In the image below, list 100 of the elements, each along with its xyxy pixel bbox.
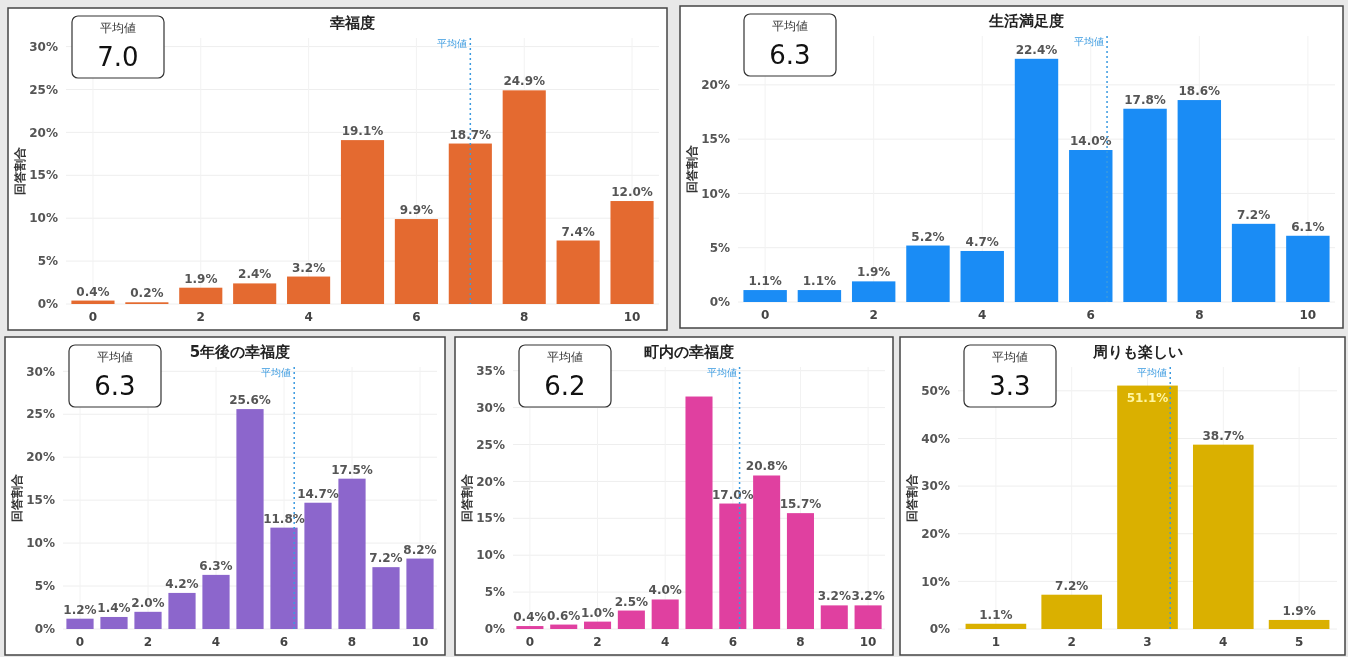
bar — [550, 624, 578, 629]
bar — [1041, 594, 1103, 629]
text: 平均値 — [992, 350, 1028, 364]
data-label: 17.5% — [331, 462, 373, 477]
data-label: 3.2% — [851, 589, 885, 604]
y-axis-title: 回答割合 — [460, 473, 474, 522]
y-tick-label: 0% — [929, 622, 950, 637]
bar — [610, 201, 654, 304]
bar — [1117, 385, 1178, 629]
data-label: 1.2% — [63, 602, 97, 617]
bar — [168, 592, 196, 629]
data-label: 6.1% — [1291, 219, 1325, 234]
y-tick-label: 0% — [709, 295, 730, 310]
x-tick-label: 1 — [991, 635, 1001, 649]
data-label: 2.0% — [131, 595, 165, 610]
x-tick-label: 4 — [1219, 635, 1228, 649]
data-label: 1.1% — [802, 274, 837, 289]
data-label: 0.4% — [513, 610, 547, 625]
x-tick-label: 10 — [1299, 308, 1317, 322]
annotation: 7.0 — [97, 42, 139, 72]
bar — [179, 287, 223, 304]
data-label: 11.8% — [263, 511, 305, 526]
ref-line-label: 平均値 — [261, 367, 292, 378]
x-tick-label: 6 — [1086, 308, 1095, 322]
data-label: 14.0% — [1069, 134, 1112, 148]
y-tick-label: 35% — [476, 363, 505, 378]
y-tick-label: 0% — [484, 622, 505, 637]
ref-line-label: 平均値 — [1074, 36, 1105, 47]
y-tick-label: 5% — [484, 585, 505, 600]
x-tick-label: 8 — [520, 310, 529, 324]
x-tick-label: 0 — [88, 310, 98, 324]
chart-title: 幸福度 — [329, 14, 375, 32]
data-label: 0.4% — [76, 284, 110, 299]
data-label: 0.2% — [130, 286, 164, 301]
data-label: 1.0% — [580, 605, 615, 620]
data-label: 7.2% — [1236, 207, 1271, 222]
data-label: 19.1% — [341, 124, 384, 139]
bar — [965, 623, 1027, 629]
x-tick-label: 4 — [304, 310, 313, 324]
bar — [753, 475, 781, 629]
y-tick-label: 20% — [26, 450, 55, 465]
y-tick-label: 10% — [921, 574, 950, 589]
bar — [1192, 444, 1254, 629]
data-label: 5.2% — [911, 229, 945, 244]
bar — [1286, 235, 1330, 302]
x-tick-label: 0 — [525, 635, 535, 649]
bar — [651, 599, 679, 629]
bar — [502, 90, 546, 304]
y-tick-label: 30% — [476, 400, 505, 415]
bar — [394, 219, 438, 304]
y-tick-label: 20% — [29, 125, 58, 140]
x-tick-label: 10 — [411, 635, 429, 649]
text: 平均値 — [97, 350, 133, 364]
bar — [236, 409, 264, 629]
ref-line-label: 平均値 — [706, 367, 737, 378]
data-label: 7.2% — [369, 551, 403, 566]
chart-title: 5年後の幸福度 — [189, 343, 291, 361]
bar — [584, 621, 612, 629]
y-tick-label: 50% — [921, 384, 950, 399]
x-tick-label: 10 — [623, 310, 641, 324]
data-label: 1.1% — [748, 274, 782, 289]
y-tick-label: 25% — [26, 407, 55, 422]
x-tick-label: 6 — [279, 635, 289, 649]
data-label: 12.0% — [611, 185, 653, 200]
bar — [270, 527, 298, 629]
data-label: 2.4% — [238, 267, 272, 282]
bar — [906, 245, 950, 302]
x-tick-label: 2 — [143, 635, 153, 649]
bar — [448, 143, 492, 304]
bar — [960, 250, 1004, 302]
y-tick-label: 15% — [29, 168, 58, 183]
y-axis-title: 回答割合 — [905, 473, 919, 522]
bar — [1177, 100, 1222, 302]
y-axis-title: 回答割合 — [10, 473, 24, 522]
bar — [406, 558, 434, 629]
data-label: 22.4% — [1015, 42, 1058, 57]
data-label: 18.6% — [1178, 84, 1221, 99]
y-tick-label: 20% — [921, 526, 950, 541]
data-label: 7.2% — [1055, 578, 1089, 593]
y-axis-title: 回答割合 — [685, 144, 699, 193]
data-label: 0.6% — [547, 608, 581, 623]
chart-title: 生活満足度 — [988, 12, 1064, 30]
data-label: 1.9% — [1282, 603, 1316, 618]
y-tick-label: 10% — [701, 186, 730, 201]
data-label: 2.5% — [614, 594, 648, 609]
data-label: 4.2% — [165, 576, 199, 591]
data-label: 3.2% — [291, 260, 326, 275]
data-label: 1.9% — [184, 271, 218, 286]
y-tick-label: 10% — [26, 536, 55, 551]
bar — [820, 605, 848, 629]
x-tick-label: 2 — [196, 310, 205, 324]
x-tick-label: 2 — [1067, 635, 1076, 649]
x-tick-label: 2 — [593, 635, 602, 649]
bar — [338, 478, 366, 629]
bar — [372, 567, 400, 629]
bar — [202, 574, 230, 629]
bar — [340, 140, 385, 304]
data-label: 24.9% — [503, 74, 546, 89]
x-tick-label: 8 — [347, 635, 357, 649]
data-label: 18.7% — [449, 127, 492, 142]
